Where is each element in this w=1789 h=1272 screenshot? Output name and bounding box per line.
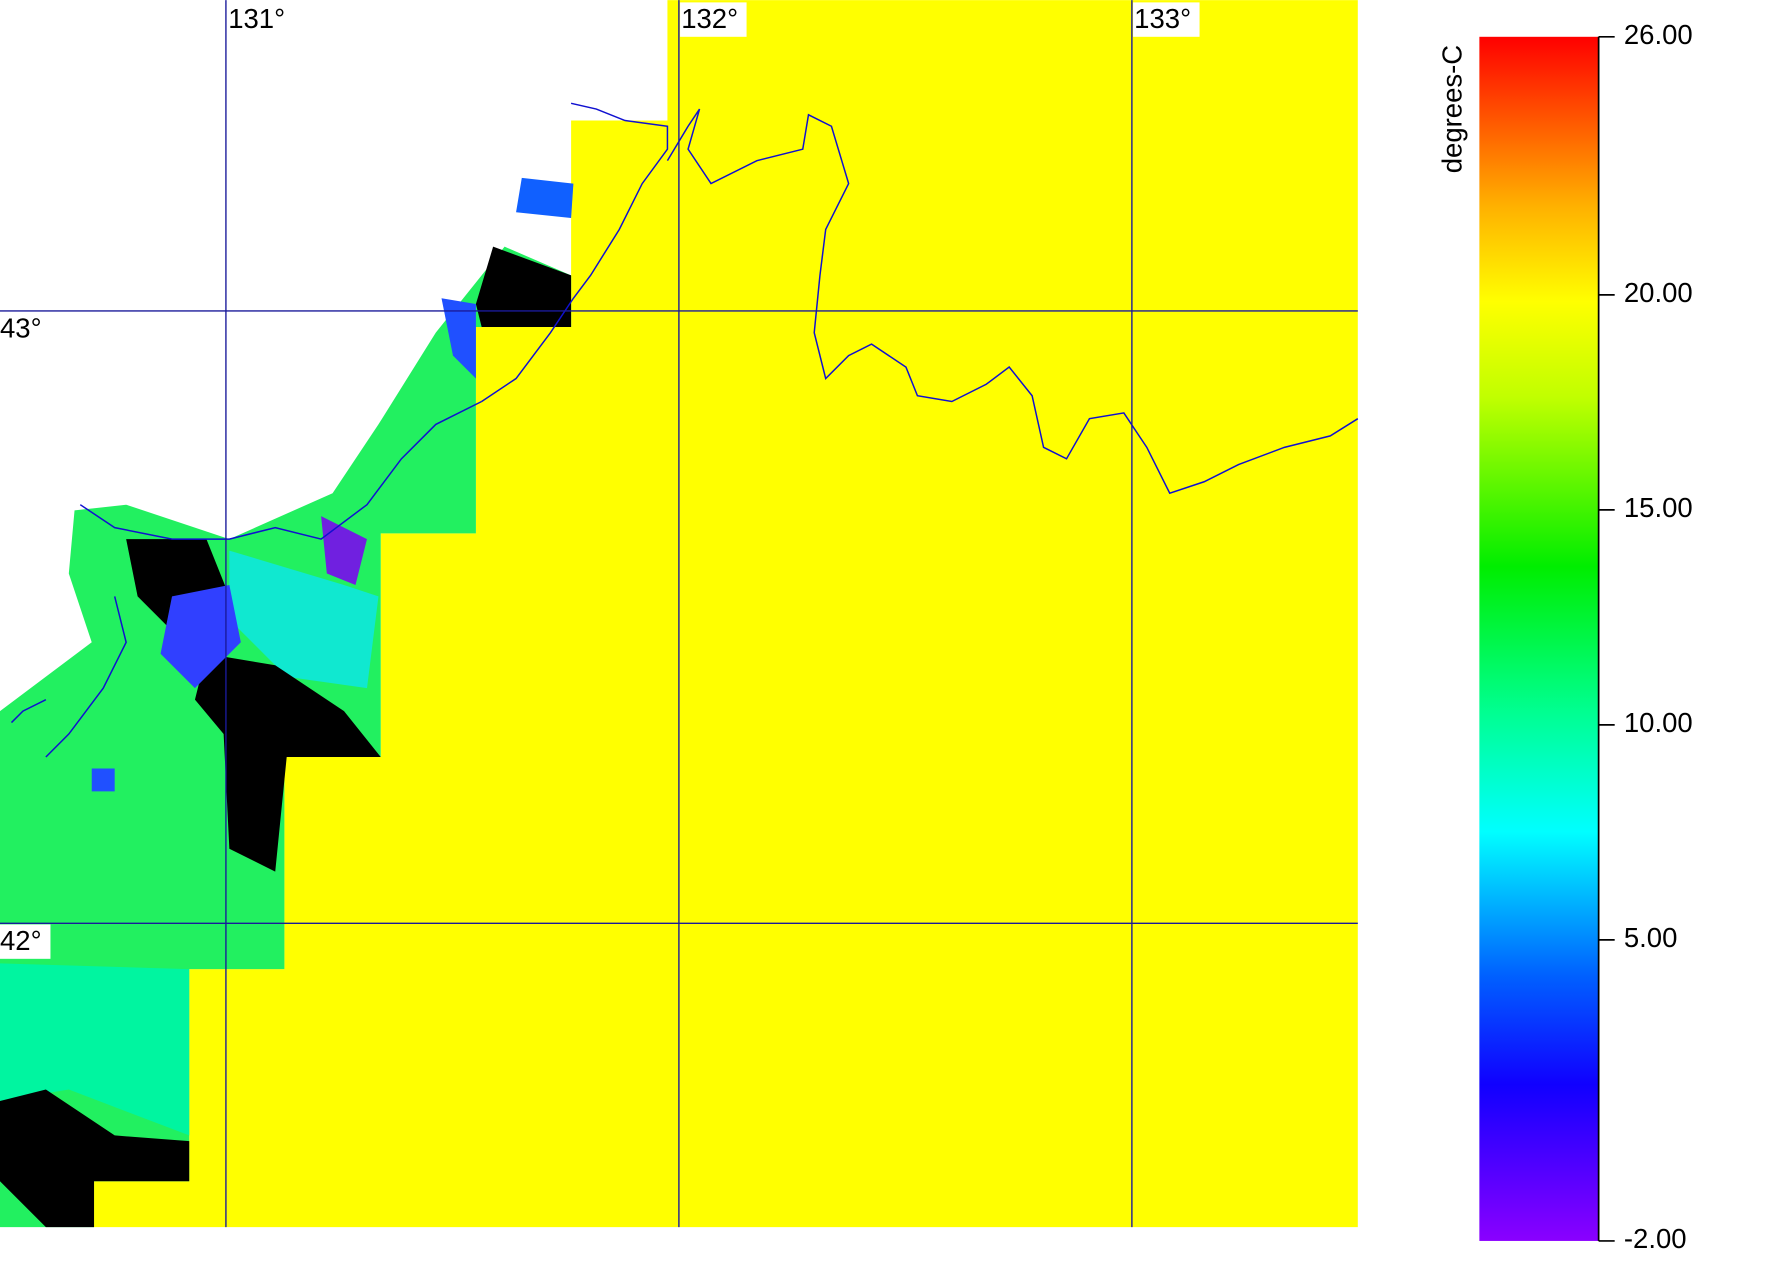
lon-label: 133° [1134,3,1191,34]
colorbar-tick-label: 10.00 [1624,707,1693,738]
cold-patch [475,246,572,327]
cold-patch [194,653,381,872]
colorbar-tick-label: 20.00 [1624,277,1693,308]
coastline [666,108,1359,495]
colorbar [1479,36,1599,1241]
label-bg [0,924,51,959]
colorbar-label: degrees-C [1436,45,1467,173]
lat-label: 43° [0,313,42,344]
cold-patch [0,1089,190,1228]
cold-patch [160,584,241,689]
label-bg [680,2,747,37]
colorbar-tick-label: -2.00 [1624,1223,1687,1254]
graticule: 131° 132° 133° 43° 42° [0,0,1358,1228]
cold-patch [441,298,476,379]
label-bg [227,2,294,37]
label-bg [1133,2,1200,37]
lat-label: 42° [0,925,42,956]
colorbar-tick-label: 5.00 [1624,922,1678,953]
coastline [10,400,482,758]
colorbar-tick-label: 26.00 [1624,19,1693,50]
label-bg [0,312,51,347]
sea-surface [229,550,379,689]
lon-label: 132° [681,3,738,34]
colorbar-tick-label: 15.00 [1624,492,1693,523]
cold-patch [516,177,574,218]
cold-patch [91,768,115,792]
fill-region [94,0,1358,1228]
coastline [481,102,669,403]
lon-label: 131° [228,3,285,34]
